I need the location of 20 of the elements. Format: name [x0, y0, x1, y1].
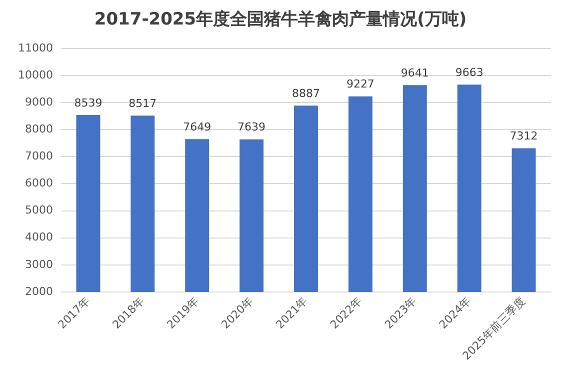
- y-tick-label: 9000: [24, 95, 53, 108]
- y-tick-label: 6000: [24, 176, 53, 190]
- y-tick-label: 5000: [24, 204, 53, 217]
- y-tick-label: 4000: [24, 230, 53, 244]
- y-tick-label: 7000: [24, 150, 53, 163]
- y-tick-label: 10000: [18, 68, 53, 82]
- data-label: 9663: [455, 66, 484, 79]
- data-label: 8887: [292, 86, 320, 100]
- data-label: 9227: [346, 78, 374, 91]
- data-label: 8539: [74, 96, 102, 110]
- chart-title: 2017-2025年度全国猪牛羊禽肉产量情况(万吨): [94, 10, 467, 30]
- y-tick-label: 2000: [24, 284, 53, 298]
- y-tick-label: 3000: [24, 258, 53, 271]
- data-label: 9641: [400, 66, 429, 80]
- data-label: 8517: [128, 96, 157, 110]
- data-label: 7639: [238, 120, 266, 134]
- data-label: 7649: [183, 120, 212, 134]
- data-label: 7312: [510, 130, 538, 143]
- y-tick-label: 11000: [18, 41, 53, 54]
- y-tick-label: 8000: [24, 122, 53, 136]
